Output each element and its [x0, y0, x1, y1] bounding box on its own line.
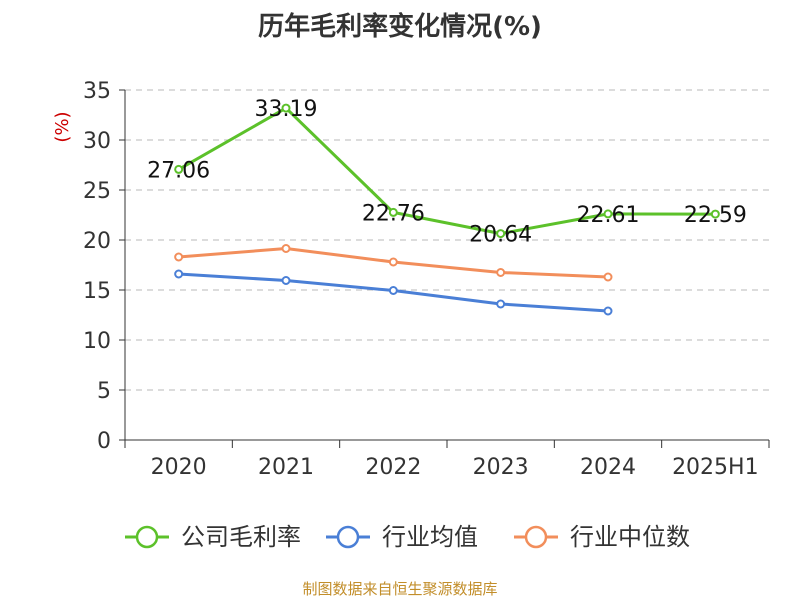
data-label: 22.59 [684, 203, 747, 228]
x-tick-label: 2021 [258, 455, 314, 480]
y-axis-title: (%) [52, 111, 73, 142]
data-point [174, 269, 184, 279]
chart-title: 历年毛利率变化情况(%) [258, 12, 542, 42]
y-tick-label: 20 [83, 229, 111, 254]
data-point [388, 207, 398, 217]
axes: 0 5 10 15 20 25 30 35 2020 2021 2022 2023 2024 2025H1… [52, 79, 770, 480]
data-point [388, 286, 398, 295]
series-group [174, 103, 720, 316]
legend-item[interactable]: 行业中位数 [514, 523, 690, 551]
x-tick-label: 2025H1 [672, 455, 759, 480]
y-tick-label: 30 [83, 129, 111, 154]
data-point [388, 257, 398, 267]
data-point [603, 272, 613, 282]
y-tick-label: 5 [97, 379, 111, 404]
data-point [281, 276, 291, 285]
legend-marker [135, 525, 159, 549]
legend-label: 行业中位数 [570, 523, 690, 551]
data-point [496, 229, 506, 239]
legend-marker [336, 525, 360, 549]
data-label: 20.64 [469, 223, 532, 248]
x-tick-label: 2024 [580, 455, 636, 480]
data-label: 33.19 [255, 97, 318, 122]
data-point [603, 209, 613, 219]
data-label: 27.06 [147, 158, 210, 183]
data-point [281, 103, 291, 113]
y-tick-label: 25 [83, 179, 111, 204]
data-point [174, 164, 184, 174]
series-line [177, 106, 716, 236]
legend-item[interactable]: 公司毛利率 [125, 523, 301, 551]
y-tick-label: 0 [97, 429, 111, 454]
x-tick-label: 2022 [365, 455, 421, 480]
legend-marker [524, 525, 548, 549]
legend[interactable]: 公司毛利率 行业均值 行业中位数 [125, 523, 690, 551]
data-point [603, 306, 613, 316]
x-tick-label: 2020 [151, 455, 207, 480]
data-point [174, 252, 184, 262]
y-tick-label: 35 [83, 79, 111, 104]
data-point [496, 268, 506, 277]
data-point [281, 244, 291, 253]
legend-label: 公司毛利率 [181, 523, 301, 551]
y-tick-label: 15 [83, 279, 111, 304]
legend-label: 行业均值 [382, 523, 478, 551]
data-label: 22.76 [362, 201, 425, 226]
grid-lines [125, 89, 769, 391]
legend-item[interactable]: 行业均值 [326, 523, 478, 551]
source-footer: 制图数据来自恒生聚源数据库 [302, 580, 498, 598]
data-label: 22.61 [577, 203, 640, 228]
x-tick-label: 2023 [473, 455, 529, 480]
y-tick-label: 10 [83, 329, 111, 354]
data-labels: 27.06 33.19 22.76 20.64 22.61 22.59 [147, 97, 747, 248]
data-point [496, 299, 506, 309]
data-point [710, 209, 720, 219]
